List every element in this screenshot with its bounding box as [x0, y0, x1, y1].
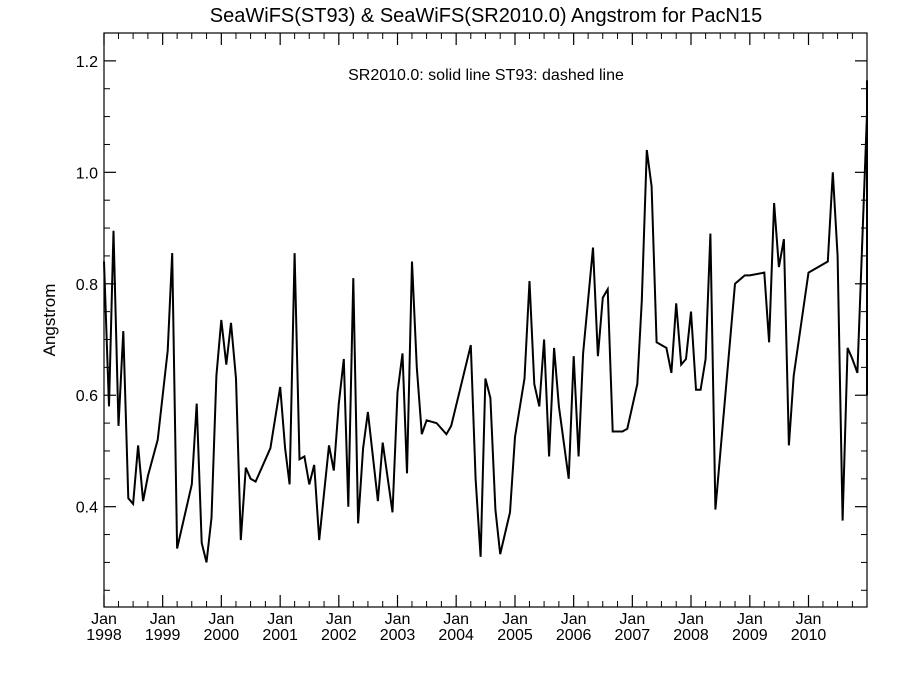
- x-tick-label-month: Jan: [443, 611, 469, 628]
- x-tick-label-year: 2000: [204, 627, 240, 644]
- x-tick-label-month: Jan: [796, 611, 822, 628]
- series-line-solid: [103, 80, 868, 563]
- x-axis-ticks: Jan1998Jan1999Jan2000Jan2001Jan2002Jan20…: [86, 33, 853, 644]
- x-tick-label-month: Jan: [91, 611, 117, 628]
- y-tick-label: 0.6: [76, 388, 98, 405]
- x-tick-label-month: Jan: [326, 611, 352, 628]
- plot-frame: [103, 32, 868, 608]
- x-tick-label-month: Jan: [737, 611, 763, 628]
- y-tick-label: 0.8: [76, 277, 98, 294]
- chart-title: SeaWiFS(ST93) & SeaWiFS(SR2010.0) Angstr…: [210, 5, 762, 27]
- x-tick-label-year: 2004: [438, 627, 474, 644]
- x-tick-label-year: 2003: [380, 627, 416, 644]
- y-tick-label: 1.0: [76, 165, 98, 182]
- x-tick-label-year: 2008: [673, 627, 709, 644]
- x-tick-label-month: Jan: [267, 611, 293, 628]
- x-tick-label-month: Jan: [678, 611, 704, 628]
- x-tick-label-year: 2007: [615, 627, 651, 644]
- x-tick-label-year: 2005: [497, 627, 533, 644]
- x-tick-label-month: Jan: [619, 611, 645, 628]
- x-tick-label-year: 1999: [145, 627, 181, 644]
- y-tick-label: 1.2: [76, 54, 98, 71]
- series-style-annotation: SR2010.0: solid line ST93: dashed line: [348, 67, 624, 84]
- x-tick-label-year: 2006: [556, 627, 592, 644]
- y-axis-label: Angstrom: [40, 284, 59, 357]
- x-tick-label-year: 2010: [791, 627, 827, 644]
- series-layer: [103, 80, 868, 563]
- x-tick-label-year: 2009: [732, 627, 768, 644]
- x-tick-label-month: Jan: [561, 611, 587, 628]
- y-tick-label: 0.4: [76, 500, 98, 517]
- x-tick-label-month: Jan: [150, 611, 176, 628]
- x-tick-label-month: Jan: [502, 611, 528, 628]
- x-tick-label-year: 1998: [86, 627, 122, 644]
- x-tick-label-year: 2001: [262, 627, 298, 644]
- x-tick-label-month: Jan: [385, 611, 411, 628]
- x-tick-label-year: 2002: [321, 627, 357, 644]
- y-axis-ticks: 0.4 0.6 0.8 1.0 1.2: [76, 54, 867, 591]
- x-tick-label-month: Jan: [208, 611, 234, 628]
